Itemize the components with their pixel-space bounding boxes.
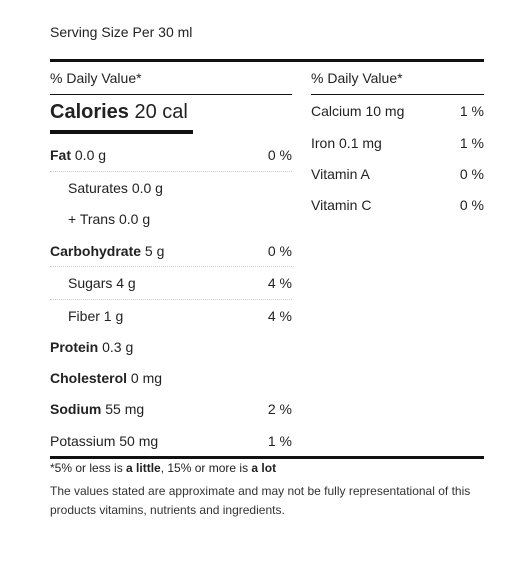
nutrient-percent: 2 % — [267, 401, 292, 417]
nutrient-name: Calcium 10 mg — [311, 103, 404, 119]
nutrient-name: Saturates 0.0 g — [68, 180, 163, 196]
nutrient-name: Sodium 55 mg — [50, 401, 144, 417]
nutrient-percent: 0 % — [267, 147, 292, 163]
nutrient-amount: 0.0 g — [74, 147, 107, 163]
footnote-text: , 15% or more is — [160, 461, 252, 475]
disclaimer: The values stated are approximate and ma… — [50, 484, 471, 517]
nutrient-row: Fiber 1 g 4 % — [50, 299, 292, 332]
daily-value-footnote: *5% or less is a little, 15% or more is … — [50, 461, 276, 475]
nutrient-label: Saturates — [68, 180, 128, 196]
nutrient-row: Fat 0.0 g 0 % — [50, 139, 292, 171]
nutrient-percent: 1 % — [459, 135, 484, 151]
calories-label: Calories — [50, 101, 129, 123]
nutrient-amount: 5 g — [144, 243, 165, 259]
daily-value-header-left: % Daily Value* — [50, 70, 142, 86]
nutrient-amount: 0.0 g — [131, 180, 163, 196]
nutrient-label: Potassium — [50, 433, 116, 449]
footnote-lot: a lot — [251, 461, 277, 475]
nutrient-amount: 50 mg — [119, 433, 159, 449]
nutrient-label: Fat — [50, 147, 71, 163]
header-rule-left — [50, 94, 292, 95]
nutrient-amount: 0.3 g — [102, 339, 134, 355]
nutrient-percent: 0 % — [459, 166, 484, 182]
nutrient-percent: 1 % — [267, 433, 292, 449]
nutrient-label: Calcium — [311, 103, 362, 119]
nutrient-label: + Trans — [68, 211, 116, 227]
nutrient-name: Fiber 1 g — [68, 308, 123, 324]
nutrient-row: Vitamin A 0 % — [311, 158, 484, 189]
nutrient-amount: 10 mg — [365, 103, 405, 119]
nutrient-row: + Trans 0.0 g — [50, 203, 292, 235]
nutrient-name: Protein 0.3 g — [50, 339, 133, 355]
nutrient-row: Saturates 0.0 g — [50, 171, 292, 204]
serving-size: Serving Size Per 30 ml — [50, 24, 193, 40]
footnote-text: *5% or less is — [50, 461, 127, 475]
nutrient-row: Cholesterol 0 mg — [50, 362, 292, 394]
nutrient-name: + Trans 0.0 g — [68, 211, 150, 227]
nutrient-amount: 0.0 g — [118, 211, 151, 227]
nutrient-amount: 0 mg — [130, 370, 163, 386]
nutrient-label: Sugars — [68, 275, 113, 291]
nutrient-amount: 1 g — [103, 308, 124, 324]
nutrient-row: Potassium 50 mg 1 % — [50, 425, 292, 457]
nutrient-label: Vitamin A — [311, 166, 370, 182]
nutrient-label: Vitamin C — [311, 197, 372, 213]
nutrient-row: Protein 0.3 g — [50, 331, 292, 363]
nutrient-amount: 4 g — [116, 275, 136, 291]
nutrient-percent: 4 % — [267, 308, 292, 324]
nutrient-name: Fat 0.0 g — [50, 147, 106, 163]
nutrient-amount: 55 mg — [105, 401, 145, 417]
nutrient-label: Cholesterol — [50, 370, 128, 386]
nutrient-name: Sugars 4 g — [68, 275, 136, 291]
top-rule — [50, 59, 484, 62]
nutrient-percent: 0 % — [459, 197, 484, 213]
nutrient-row: Calcium 10 mg 1 % — [311, 95, 484, 126]
nutrient-name: Carbohydrate 5 g — [50, 243, 164, 259]
nutrient-name: Potassium 50 mg — [50, 433, 158, 449]
nutrient-amount: 0.1 mg — [339, 135, 382, 151]
bottom-rule — [50, 456, 484, 459]
daily-value-header-right: % Daily Value* — [311, 70, 403, 86]
nutrient-row: Sodium 55 mg 2 % — [50, 393, 292, 425]
nutrient-label: Protein — [50, 339, 99, 355]
nutrient-label: Fiber — [68, 308, 100, 324]
nutrient-row: Iron 0.1 mg 1 % — [311, 127, 484, 158]
nutrient-label: Carbohydrate — [50, 243, 142, 259]
nutrient-name: Vitamin C — [311, 197, 371, 213]
nutrient-percent: 4 % — [267, 275, 292, 291]
calories-row: Calories 20 cal — [50, 101, 188, 124]
calories-value: 20 cal — [134, 101, 188, 123]
calories-rule — [50, 130, 193, 134]
footnote-little: a little — [126, 461, 161, 475]
nutrient-row: Vitamin C 0 % — [311, 189, 484, 220]
nutrient-percent: 0 % — [267, 243, 292, 259]
header-rule-right — [311, 94, 484, 95]
nutrient-row: Carbohydrate 5 g 0 % — [50, 235, 292, 267]
nutrient-name: Vitamin A — [311, 166, 370, 182]
nutrient-percent: 1 % — [459, 103, 484, 119]
nutrient-label: Sodium — [50, 401, 102, 417]
nutrient-name: Iron 0.1 mg — [311, 135, 382, 151]
nutrient-row: Sugars 4 g 4 % — [50, 266, 292, 299]
nutrient-label: Iron — [311, 135, 336, 151]
nutrient-name: Cholesterol 0 mg — [50, 370, 162, 386]
